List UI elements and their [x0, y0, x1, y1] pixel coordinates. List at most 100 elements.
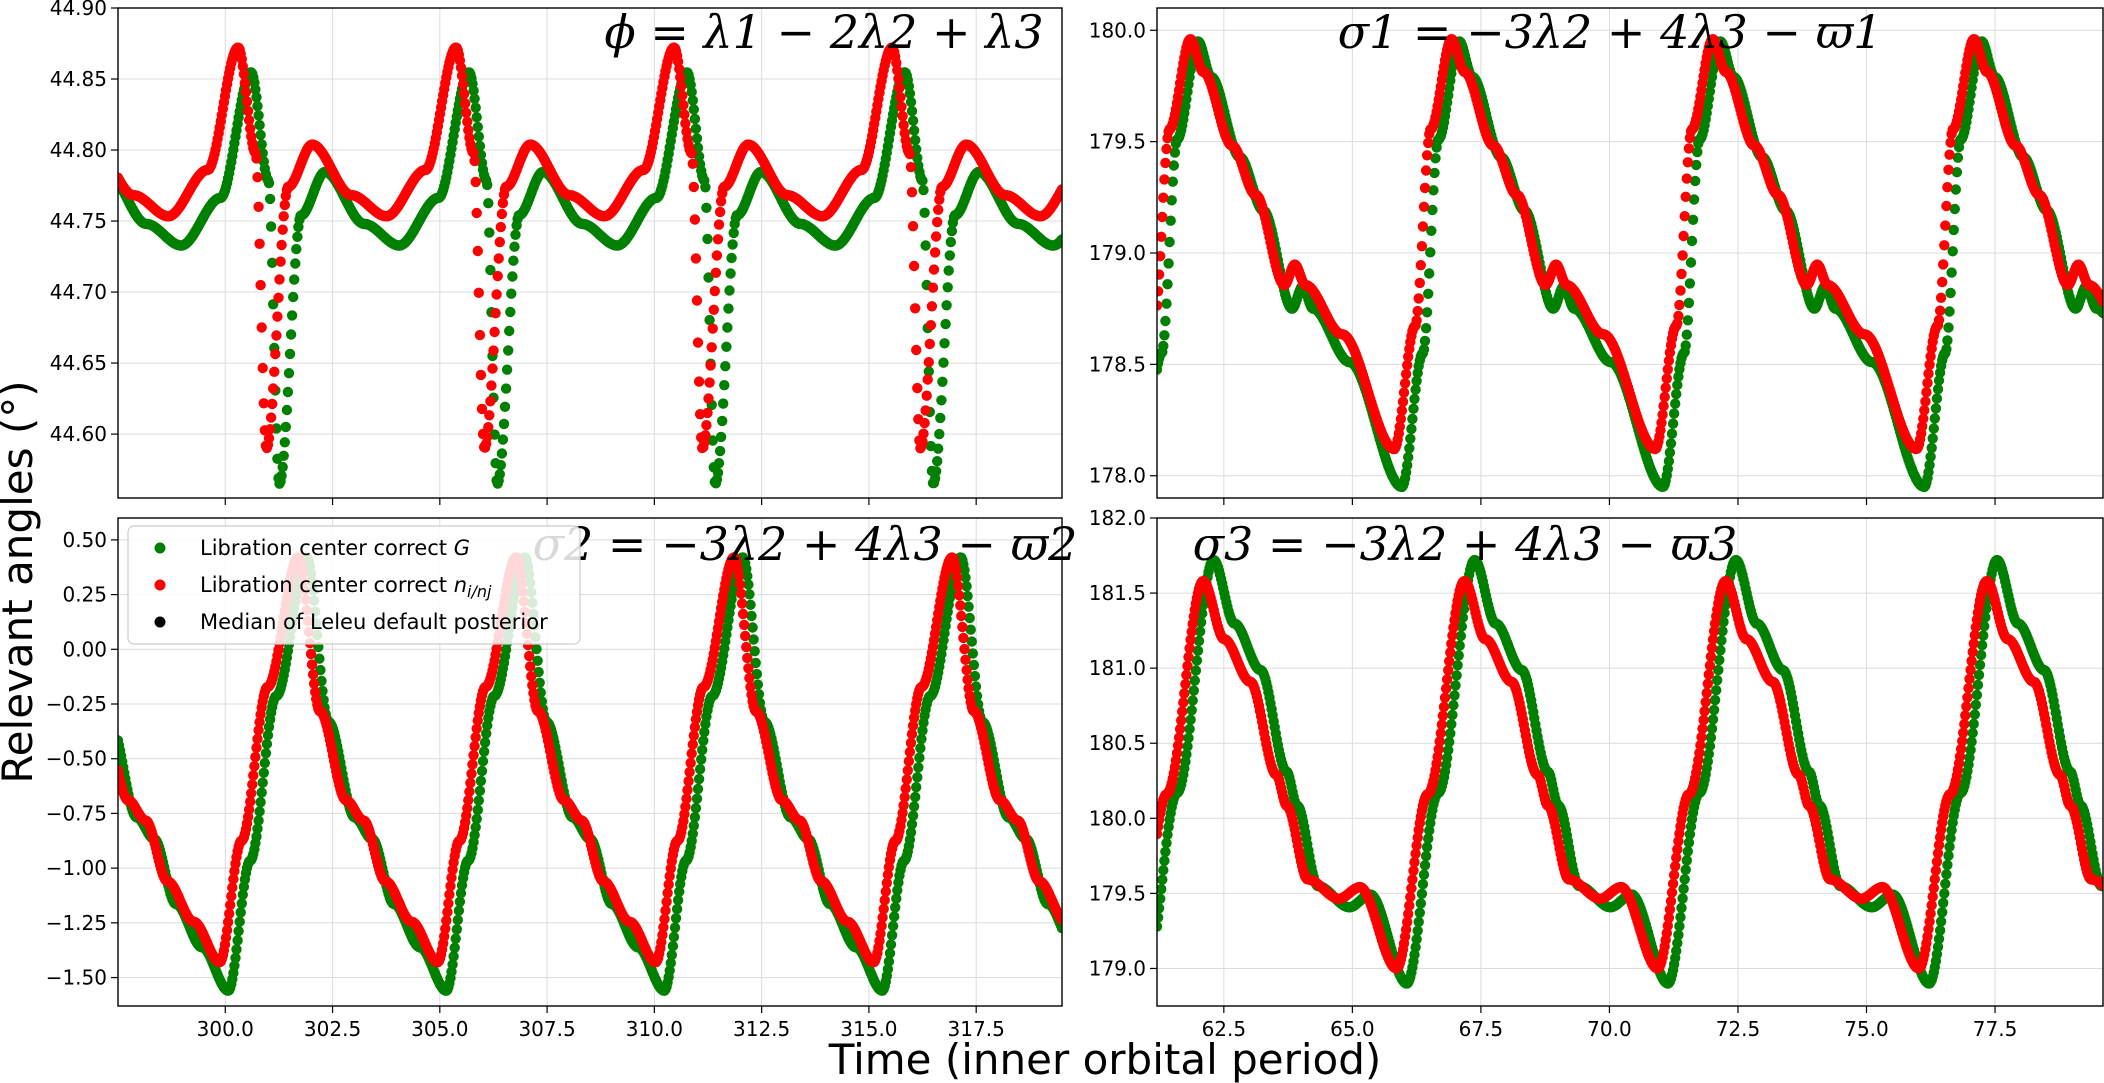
data-point	[308, 678, 320, 689]
data-point	[232, 935, 243, 946]
data-point	[720, 361, 731, 372]
data-point	[1662, 364, 1674, 375]
data-point	[1682, 157, 1694, 168]
data-point	[945, 236, 956, 248]
data-point	[462, 116, 473, 128]
data-point	[744, 589, 755, 600]
data-point	[1425, 247, 1436, 258]
data-point	[507, 271, 518, 282]
data-point	[930, 466, 942, 477]
data-point	[717, 415, 728, 427]
y-tick-label: −0.75	[46, 801, 107, 825]
data-point	[1656, 417, 1667, 428]
data-point	[1672, 379, 1683, 391]
data-point	[669, 922, 681, 933]
data-point	[926, 301, 938, 312]
data-point	[709, 285, 720, 297]
data-point	[898, 119, 909, 131]
data-point	[468, 147, 479, 159]
data-point	[1419, 182, 1431, 194]
data-point	[278, 211, 289, 222]
data-point	[1944, 306, 1955, 317]
data-point	[718, 398, 729, 409]
data-point	[1687, 214, 1699, 225]
data-point	[280, 421, 291, 433]
data-point	[715, 431, 727, 443]
data-point	[1923, 368, 1934, 379]
data-point	[679, 109, 690, 120]
data-point	[447, 959, 458, 970]
data-point	[1404, 443, 1415, 454]
data-point	[1429, 167, 1440, 179]
data-point	[721, 341, 732, 352]
data-point	[691, 793, 703, 804]
data-point	[1056, 234, 1062, 245]
data-point	[443, 898, 454, 909]
data-point	[471, 207, 482, 219]
data-point	[472, 245, 483, 257]
data-point	[1168, 160, 1180, 171]
data-point	[497, 197, 509, 209]
data-point	[726, 252, 737, 264]
data-point	[279, 437, 290, 448]
data-point	[1681, 173, 1693, 184]
data-point	[962, 590, 973, 602]
data-point	[283, 368, 295, 379]
data-point	[912, 772, 923, 783]
y-tick-label: 44.80	[50, 138, 107, 162]
y-tick-label: −0.25	[46, 692, 107, 716]
data-point	[481, 728, 492, 739]
data-point	[237, 60, 248, 72]
data-point	[724, 285, 735, 296]
data-point	[672, 895, 684, 906]
data-point	[251, 92, 262, 103]
data-point	[906, 105, 918, 117]
data-point	[254, 806, 265, 817]
data-point	[727, 239, 738, 250]
data-point	[228, 873, 239, 885]
data-point	[687, 828, 698, 839]
data-point	[745, 599, 756, 610]
data-point	[469, 829, 480, 841]
data-point	[680, 118, 691, 129]
data-point	[1942, 335, 1953, 346]
data-point	[961, 581, 972, 592]
y-tick-label: 44.90	[50, 0, 107, 20]
data-point	[1691, 159, 1702, 171]
data-point	[1935, 292, 1947, 303]
data-point	[1945, 137, 1956, 148]
data-point	[674, 886, 685, 897]
data-point	[886, 930, 898, 941]
data-point	[1918, 413, 1929, 424]
data-point	[493, 253, 504, 264]
data-point	[963, 601, 974, 612]
data-point	[277, 224, 288, 235]
data-point	[479, 737, 491, 748]
data-point	[1928, 423, 1940, 434]
data-point	[509, 241, 520, 252]
data-point	[916, 733, 927, 745]
y-tick-label: 0.25	[62, 583, 107, 607]
data-point	[1945, 287, 1956, 299]
data-point	[912, 382, 923, 394]
y-tick-label: −0.50	[46, 747, 107, 771]
data-point	[1685, 257, 1697, 268]
data-point	[263, 433, 275, 444]
data-point	[911, 782, 922, 793]
data-point	[1676, 268, 1687, 280]
data-point	[1673, 310, 1684, 322]
data-point	[510, 229, 521, 240]
data-point	[457, 79, 469, 90]
data-point	[906, 819, 918, 830]
data-point	[472, 121, 483, 133]
data-point	[686, 86, 697, 98]
data-point	[1675, 285, 1686, 296]
data-point	[256, 322, 267, 333]
data-point	[237, 889, 248, 900]
data-point	[468, 750, 479, 761]
data-point	[256, 139, 267, 150]
data-point	[306, 659, 318, 670]
data-point	[689, 113, 701, 125]
x-tick-label: 302.5	[304, 1017, 361, 1041]
